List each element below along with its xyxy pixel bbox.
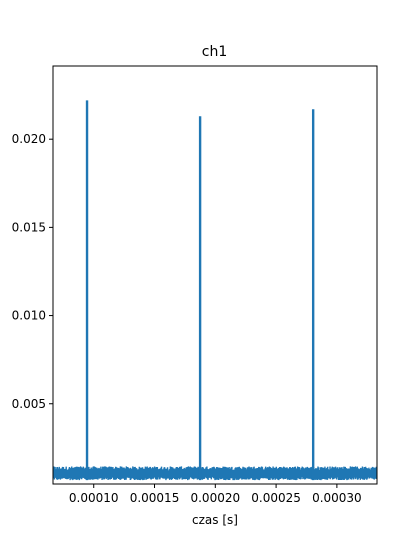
x-tick-label: 0.00025 (251, 491, 301, 505)
y-tick-label: 0.015 (12, 220, 46, 234)
y-tick-label: 0.020 (12, 132, 46, 146)
plot-frame (52, 65, 378, 485)
x-tick-label: 0.00030 (312, 491, 362, 505)
x-tick-label: 0.00010 (69, 491, 119, 505)
y-axis: 0.005 0.010 0.015 0.020 (12, 132, 53, 411)
plot-marks (53, 100, 377, 481)
y-tick-label: 0.005 (12, 397, 46, 411)
x-axis: 0.00010 0.00015 0.00020 0.00025 0.00030 (69, 484, 362, 505)
x-tick-label: 0.00015 (130, 491, 180, 505)
chart-title: ch1 (202, 44, 227, 60)
series-baseline (53, 466, 377, 481)
x-tick-label: 0.00020 (190, 491, 240, 505)
y-tick-label: 0.010 (12, 309, 46, 323)
x-axis-label: czas [s] (192, 513, 238, 527)
